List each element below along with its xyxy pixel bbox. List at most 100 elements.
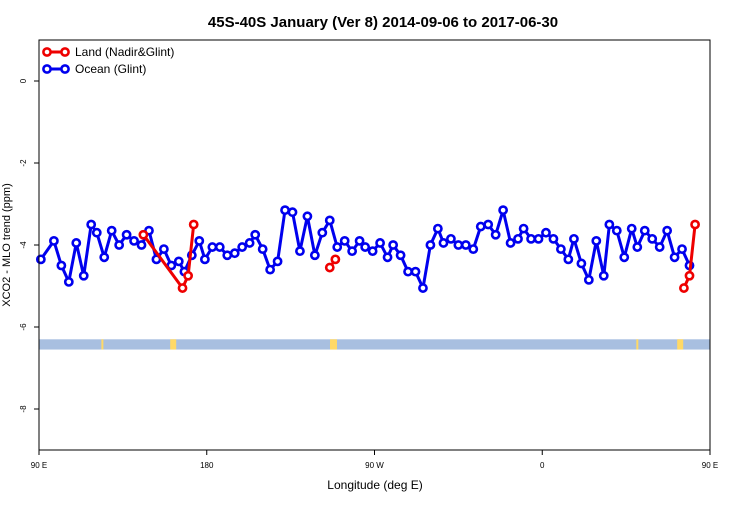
data-point xyxy=(367,246,378,257)
data-point xyxy=(295,246,305,257)
x-tick-label: 90 W xyxy=(365,461,384,470)
data-point xyxy=(576,258,587,269)
x-tick-label: 0 xyxy=(540,461,545,470)
land-patch xyxy=(101,339,104,350)
data-point xyxy=(679,283,689,293)
data-point xyxy=(121,229,132,240)
data-point xyxy=(388,240,399,250)
ocean-band xyxy=(39,339,710,350)
data-point xyxy=(188,219,199,230)
data-point xyxy=(425,240,436,250)
data-point xyxy=(309,250,320,261)
data-point xyxy=(619,252,630,263)
data-point xyxy=(257,244,268,254)
data-point xyxy=(662,225,673,236)
data-point xyxy=(136,240,147,250)
y-tick-label: -4 xyxy=(19,241,28,249)
data-point xyxy=(49,235,59,246)
data-point xyxy=(611,225,622,236)
data-point xyxy=(498,205,509,216)
data-point xyxy=(460,240,471,250)
legend-marker xyxy=(60,47,70,57)
data-point xyxy=(591,235,602,246)
data-point xyxy=(194,235,205,246)
data-point xyxy=(244,238,255,248)
data-point xyxy=(677,244,687,254)
data-point xyxy=(375,238,385,248)
y-tick-label: 0 xyxy=(19,78,28,83)
data-point xyxy=(214,242,225,252)
data-point xyxy=(432,223,443,234)
data-point xyxy=(598,270,609,281)
data-point xyxy=(114,240,125,250)
data-point xyxy=(354,235,365,246)
data-point xyxy=(569,233,579,244)
data-point xyxy=(207,242,218,252)
y-tick-label: -6 xyxy=(19,323,28,331)
data-point xyxy=(222,250,233,261)
data-point xyxy=(106,225,117,236)
legend-label: Land (Nadir&Glint) xyxy=(75,45,174,59)
data-point xyxy=(555,244,566,254)
plot-series xyxy=(35,205,700,293)
y-tick-label: -2 xyxy=(19,159,28,167)
data-point xyxy=(410,266,421,277)
data-point xyxy=(71,238,82,248)
data-point xyxy=(360,242,371,252)
x-tick-label: 90 E xyxy=(31,461,47,470)
data-point xyxy=(302,211,313,222)
data-point xyxy=(654,242,665,252)
data-point xyxy=(513,233,523,244)
data-point xyxy=(339,235,350,246)
data-point xyxy=(99,252,110,263)
data-point xyxy=(533,233,544,244)
data-point xyxy=(490,229,501,240)
legend: Land (Nadir&Glint) Ocean (Glint) xyxy=(42,45,174,76)
data-point xyxy=(280,205,290,216)
series-land xyxy=(138,219,700,293)
data-point xyxy=(518,223,529,234)
data-point xyxy=(78,270,89,281)
data-point xyxy=(446,233,456,244)
legend-label: Ocean (Glint) xyxy=(75,62,146,76)
data-point xyxy=(583,274,594,285)
data-point xyxy=(86,219,97,230)
y-axis-label: XCO2 - MLO trend (ppm) xyxy=(1,183,13,306)
data-point xyxy=(229,248,240,259)
legend-marker xyxy=(42,47,52,57)
data-point xyxy=(250,229,261,240)
data-point xyxy=(563,254,574,265)
data-point xyxy=(647,233,658,244)
data-point xyxy=(403,266,413,277)
data-point xyxy=(138,229,149,240)
chart-title: 45S-40S January (Ver 8) 2014-09-06 to 20… xyxy=(208,14,558,31)
data-point xyxy=(526,233,536,244)
y-tick-label: -8 xyxy=(19,405,28,413)
data-point xyxy=(505,238,516,248)
data-point xyxy=(541,227,551,238)
legend-marker xyxy=(60,64,70,74)
data-point xyxy=(317,227,328,238)
data-point xyxy=(347,246,358,257)
data-point xyxy=(237,242,248,252)
data-point xyxy=(382,252,393,263)
data-point xyxy=(418,283,428,293)
data-point xyxy=(91,227,102,238)
data-point xyxy=(272,256,283,267)
axes: 90 E 180 90 W 0 90 E 0 -2 -4 -6 -8 xyxy=(19,78,718,470)
series-line xyxy=(142,224,196,290)
data-point xyxy=(690,219,700,230)
data-point xyxy=(453,240,464,250)
land-mask-strip xyxy=(39,339,710,350)
data-point xyxy=(626,223,637,234)
data-point xyxy=(483,219,494,230)
data-point xyxy=(287,207,298,218)
data-point xyxy=(639,225,650,236)
data-point xyxy=(395,250,406,261)
data-point xyxy=(332,242,343,252)
data-point xyxy=(632,242,643,252)
land-patch xyxy=(170,339,177,350)
data-point xyxy=(669,252,680,263)
data-point xyxy=(548,233,559,244)
